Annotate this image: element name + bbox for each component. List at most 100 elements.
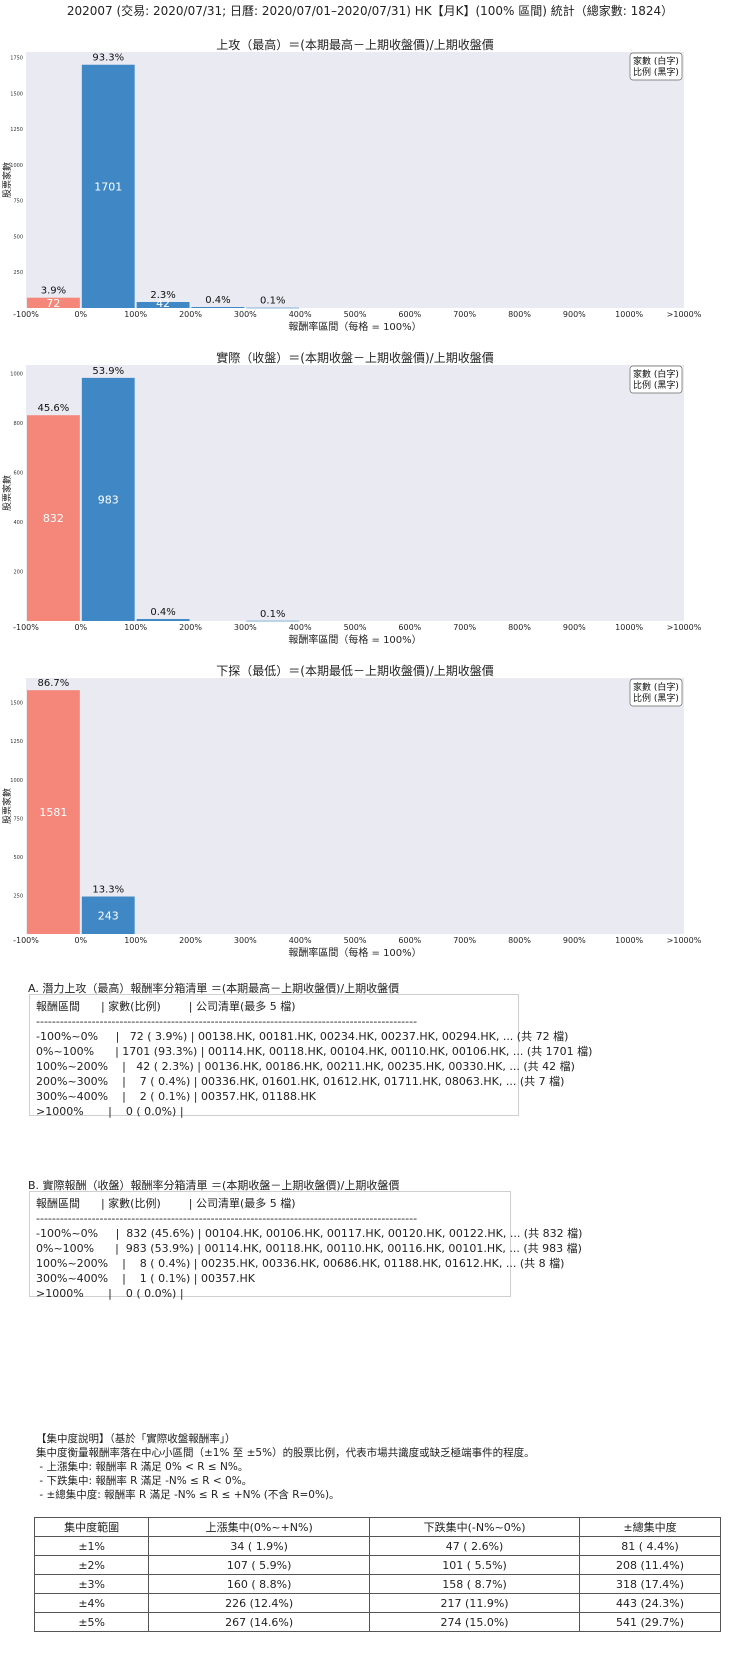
x-axis-label: 報酬率區間（每格 = 100%）	[288, 320, 421, 333]
bar-count-label: 243	[98, 909, 119, 922]
plot-area	[26, 365, 684, 621]
bar-count-label: 983	[98, 493, 119, 506]
y-tick-label: 750	[13, 816, 23, 822]
x-axis-label: 報酬率區間（每格 = 100%）	[288, 946, 421, 959]
x-tick-label: 200%	[179, 936, 202, 945]
bar	[136, 619, 190, 621]
x-tick-label: 300%	[234, 936, 257, 945]
explanation-line: 集中度衡量報酬率落在中心小區間（±1% 至 ±5%）的股票比例，代表市場共識度或…	[36, 1447, 535, 1459]
table-cell: 318 (17.4%)	[579, 1574, 721, 1594]
y-tick-label: 1250	[10, 127, 23, 133]
table-cell: 443 (24.3%)	[579, 1593, 721, 1613]
table-row: ±2% 107 ( 5.9%) 101 ( 5.5%) 208 (11.4%)	[33, 1555, 721, 1575]
x-tick-label: 1000%	[615, 936, 643, 945]
table-cell: 34 ( 1.9%)	[148, 1536, 371, 1556]
list-line: -100%~0% | 832 (45.6%) | 00104.HK, 00106…	[36, 1227, 583, 1240]
x-tick-label: 500%	[344, 623, 367, 632]
x-tick-label: -100%	[13, 310, 39, 319]
x-tick-label: 500%	[344, 310, 367, 319]
x-tick-label: 900%	[563, 310, 586, 319]
x-tick-label: >1000%	[667, 310, 702, 319]
bar-pct-label: 53.9%	[92, 366, 124, 377]
x-tick-label: 100%	[124, 310, 147, 319]
legend-entry: 家數 (白字)	[633, 55, 679, 67]
list-b-box: 報酬區間 | 家數(比例) | 公司清單(最多 5 檔) ------------…	[29, 1191, 583, 1300]
bar	[191, 306, 245, 308]
legend-entry: 比例 (黑字)	[633, 66, 679, 78]
list-line: 報酬區間 | 家數(比例) | 公司清單(最多 5 檔)	[36, 1197, 296, 1210]
bar	[81, 896, 135, 934]
chart-downside-low: 下探（最低）＝(本期最低－上期收盤價)/上期收盤價 250 500 750 1000 12…	[1, 664, 702, 959]
table-header-cell: 下跌集中(-N%~0%)	[369, 1517, 581, 1537]
y-tick-label: 1000	[10, 372, 23, 378]
table-cell: 101 ( 5.5%)	[369, 1555, 581, 1575]
bar-count-label: 72	[46, 297, 60, 310]
plot-area	[26, 52, 684, 308]
bar-pct-label: 0.4%	[205, 295, 230, 306]
x-tick-label: 300%	[234, 310, 257, 319]
x-tick-label: 400%	[289, 623, 312, 632]
explanation-line: - ±總集中度: 報酬率 R 滿足 -N% ≤ R ≤ +N% (不含 R=0%…	[36, 1489, 340, 1501]
bar-count-label: 1701	[94, 180, 122, 193]
list-a-box: 報酬區間 | 家數(比例) | 公司清單(最多 5 檔) ------------…	[29, 994, 592, 1118]
list-line: 200%~300% | 7 ( 0.4%) | 00336.HK, 01601.…	[36, 1075, 565, 1088]
list-line: 300%~400% | 1 ( 0.1%) | 00357.HK	[36, 1272, 255, 1285]
y-tick-label: 250	[13, 893, 23, 899]
bar	[27, 297, 80, 308]
table-header-cell: 集中度範圍	[33, 1517, 150, 1537]
y-axis-label: 股票家數	[1, 788, 13, 824]
chart-upside-high: 上攻（最高）＝(本期最高－上期收盤價)/上期收盤價 250 500 750 1000 12…	[1, 37, 702, 333]
y-tick-label: 250	[13, 270, 23, 276]
list-line: >1000% | 0 ( 0.0%) |	[36, 1105, 184, 1118]
table-cell: ±1%	[33, 1536, 150, 1556]
x-tick-label: 1000%	[615, 310, 643, 319]
y-tick-label: 500	[13, 855, 23, 861]
x-tick-label: 900%	[563, 623, 586, 632]
table-cell: 208 (11.4%)	[579, 1555, 721, 1575]
chart-title: 實際（收盤）＝(本期收盤－上期收盤價)/上期收盤價	[216, 350, 493, 365]
table-header-row: 集中度範圍 上漲集中(0%~+N%) 下跌集中(-N%~0%) ±總集中度	[33, 1517, 721, 1537]
table-cell: ±2%	[33, 1555, 150, 1575]
table-row: ±1% 34 ( 1.9%) 47 ( 2.6%) 81 ( 4.4%)	[33, 1536, 721, 1556]
chart-actual-close: 實際（收盤）＝(本期收盤－上期收盤價)/上期收盤價 200 400 600 800 100…	[1, 350, 702, 646]
bar-count-label: 1581	[39, 806, 67, 819]
y-axis-label: 股票家數	[1, 162, 13, 198]
table-cell: 160 ( 8.8%)	[148, 1574, 371, 1594]
x-axis-label: 報酬率區間（每格 = 100%）	[288, 633, 421, 646]
x-tick-label: 100%	[124, 623, 147, 632]
bar-pct-label: 2.3%	[150, 290, 175, 301]
x-tick-label: 0%	[74, 936, 87, 945]
y-tick-label: 1000	[10, 778, 23, 784]
y-tick-label: 1000	[10, 163, 23, 169]
chart-title: 上攻（最高）＝(本期最高－上期收盤價)/上期收盤價	[216, 37, 493, 52]
list-line: 0%~100% | 983 (53.9%) | 00114.HK, 00118.…	[36, 1242, 582, 1255]
y-tick-label: 1750	[10, 56, 23, 62]
x-tick-label: 0%	[74, 310, 87, 319]
list-line: 300%~400% | 2 ( 0.1%) | 00357.HK, 01188.…	[36, 1090, 316, 1103]
legend-entry: 家數 (白字)	[633, 368, 679, 380]
table-cell: 274 (15.0%)	[369, 1612, 581, 1632]
bar-pct-label: 3.9%	[41, 286, 66, 297]
bar-pct-label: 0.1%	[260, 609, 285, 620]
x-tick-label: 600%	[398, 623, 421, 632]
bar	[246, 620, 300, 622]
x-tick-label: 700%	[453, 623, 476, 632]
list-line: -100%~0% | 72 ( 3.9%) | 00138.HK, 00181.…	[36, 1030, 569, 1043]
bar	[81, 64, 135, 309]
table-cell: 217 (11.9%)	[369, 1593, 581, 1613]
y-tick-label: 600	[13, 471, 23, 477]
x-tick-label: -100%	[13, 936, 39, 945]
table-cell: ±5%	[33, 1612, 150, 1632]
explanation-line: - 下跌集中: 報酬率 R 滿足 -N% ≤ R < 0%。	[36, 1475, 253, 1487]
table-row: ±5% 267 (14.6%) 274 (15.0%) 541 (29.7%)	[33, 1612, 721, 1632]
page-title: 202007 (交易: 2020/07/31; 日曆: 2020/07/01–2…	[66, 4, 674, 18]
explanation-line: - 上漲集中: 報酬率 R 滿足 0% < R ≤ N%。	[36, 1461, 249, 1473]
list-line: ----------------------------------------…	[36, 1212, 418, 1225]
list-line: 100%~200% | 8 ( 0.4%) | 00235.HK, 00336.…	[36, 1257, 565, 1270]
table-row: ±4% 226 (12.4%) 217 (11.9%) 443 (24.3%)	[33, 1593, 721, 1613]
legend-entry: 比例 (黑字)	[633, 692, 679, 704]
y-tick-label: 1500	[10, 91, 23, 97]
bar-pct-label: 93.3%	[92, 53, 124, 64]
bar	[136, 301, 190, 308]
x-tick-label: 1000%	[615, 623, 643, 632]
